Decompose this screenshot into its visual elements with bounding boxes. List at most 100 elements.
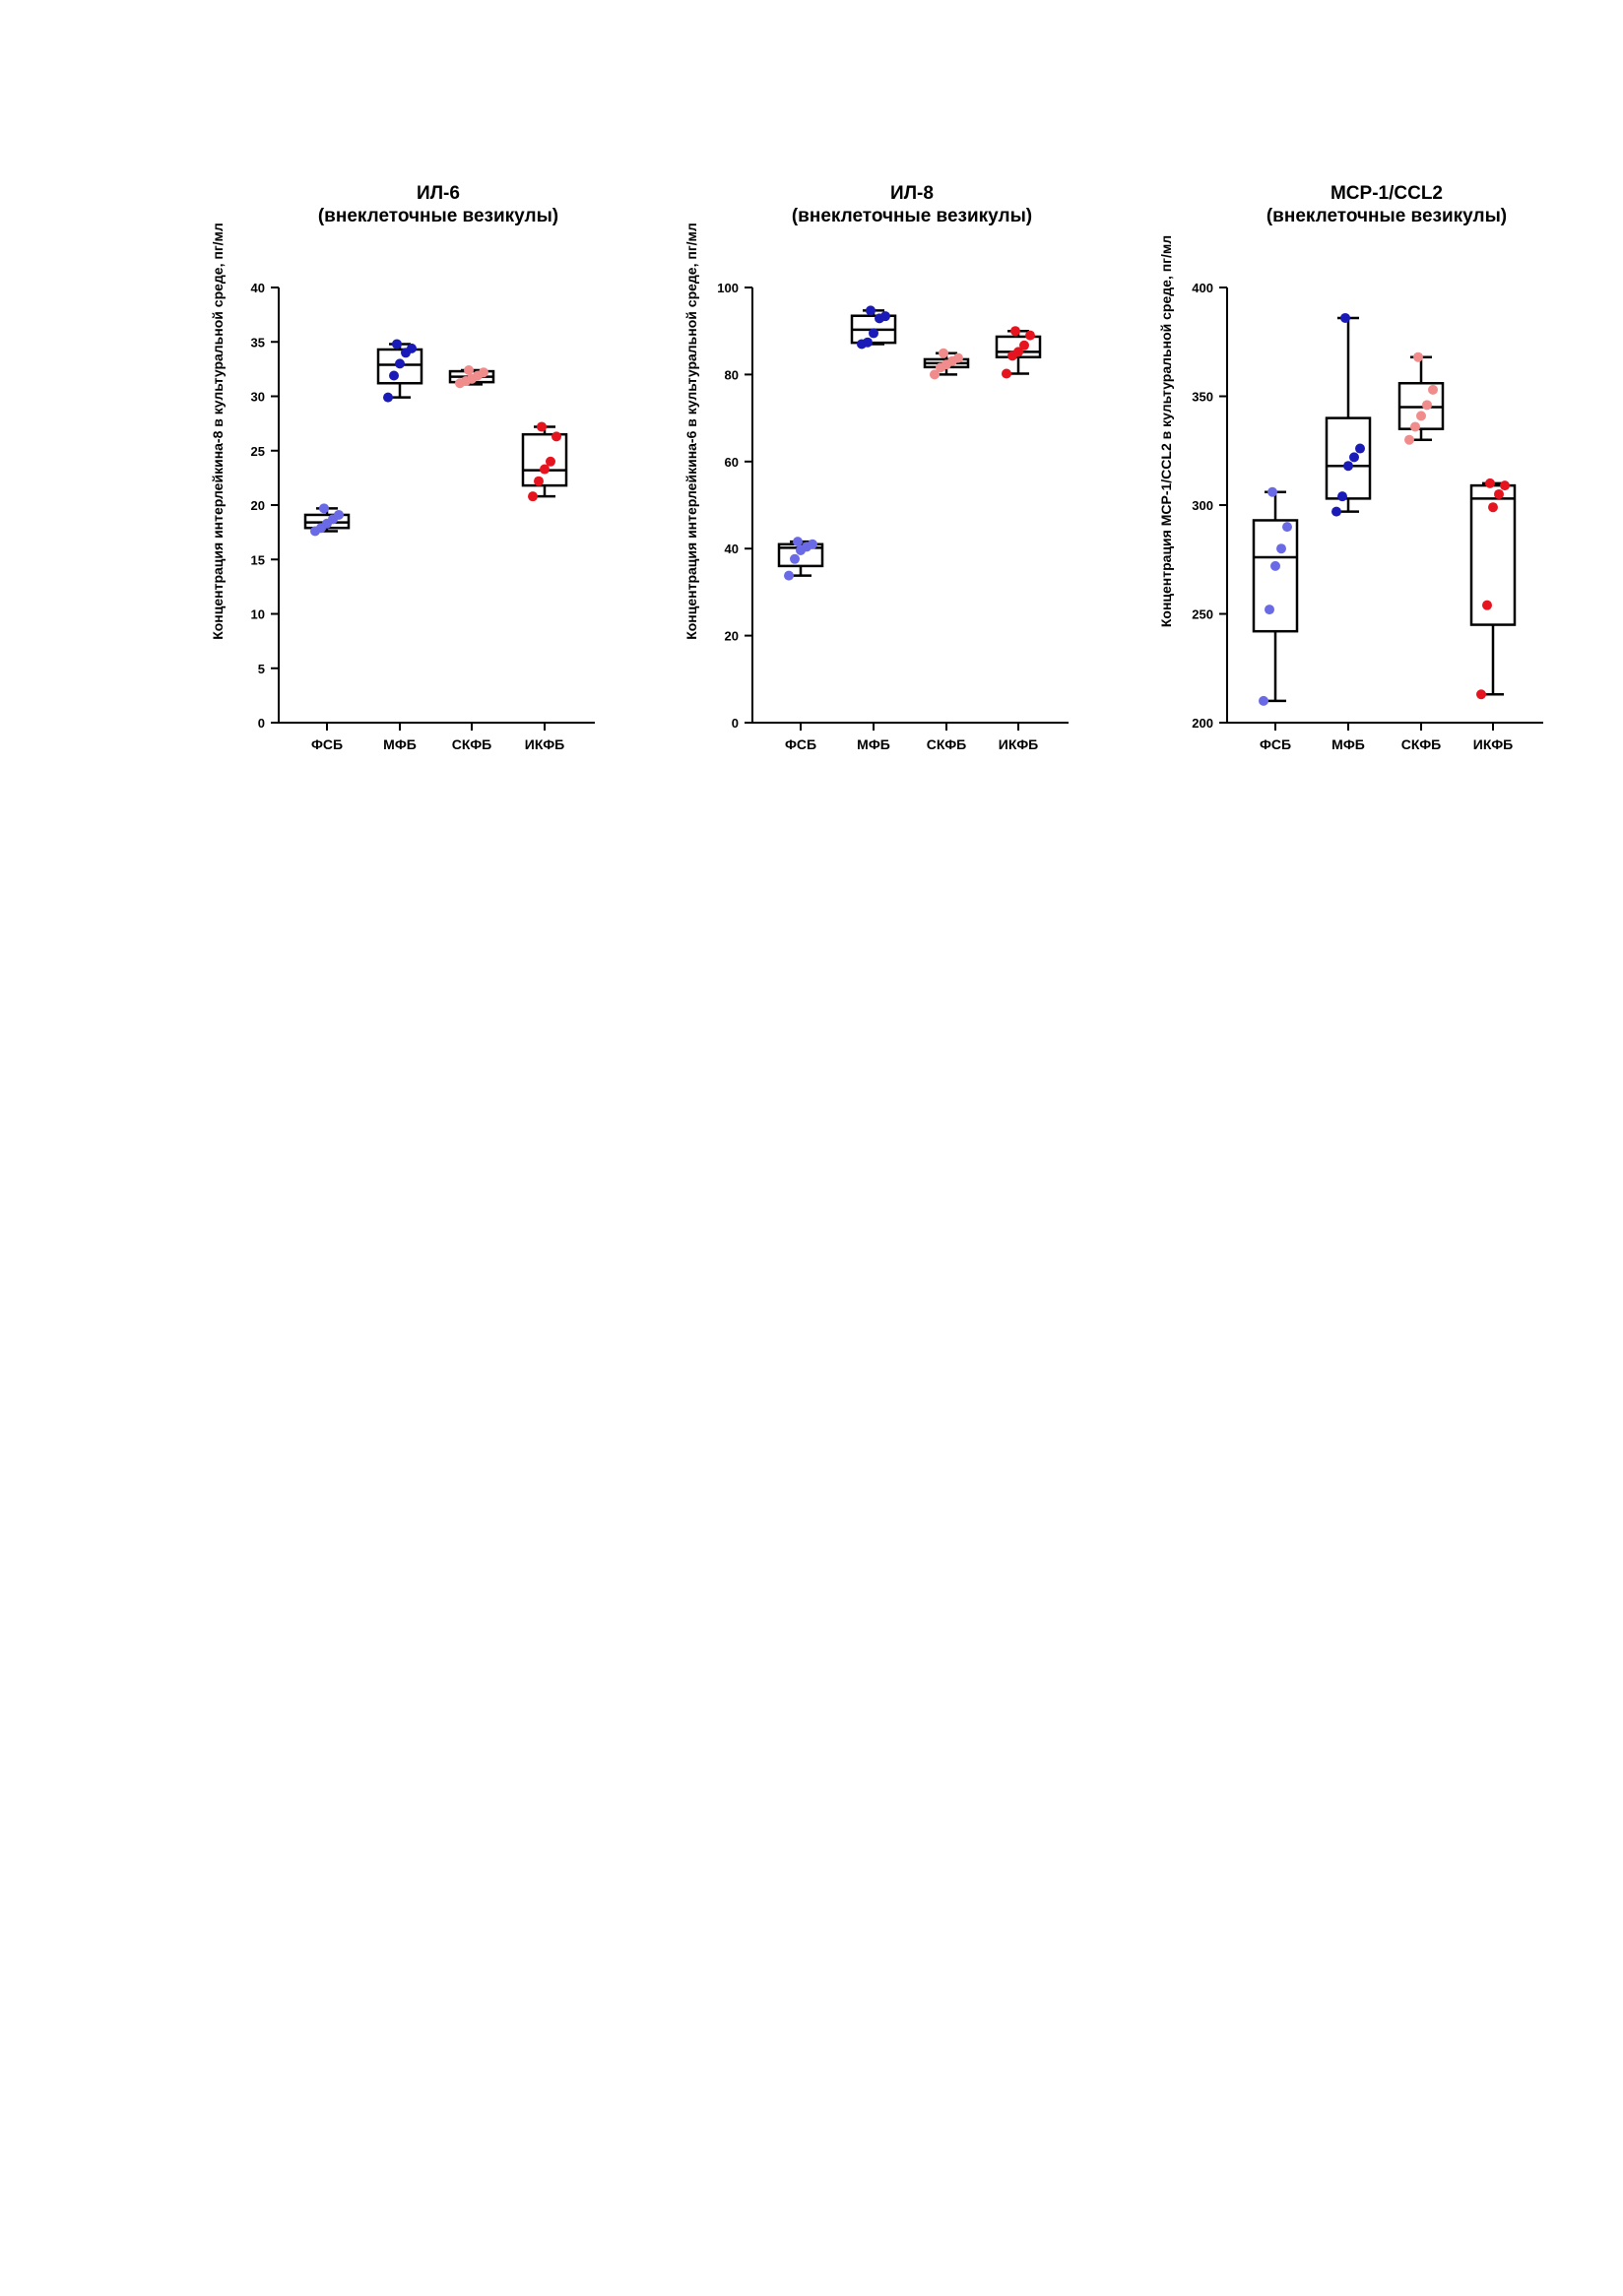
x-tick-label: СКФБ: [452, 736, 491, 752]
data-point: [1343, 461, 1353, 472]
x-tick-label: ФСБ: [311, 736, 343, 752]
data-point: [392, 339, 402, 350]
data-point: [540, 464, 550, 475]
y-tick-label: 0: [732, 716, 739, 731]
y-axis-label: Концентрация интерлейкина-6 в культураль…: [683, 223, 699, 640]
data-point: [1270, 560, 1280, 571]
box-iqr: [1252, 519, 1299, 633]
chart-subtitle: (внеклеточные везикулы): [1266, 206, 1507, 226]
y-tick-label: 20: [725, 629, 739, 644]
data-point: [939, 348, 948, 358]
chart-title: ИЛ-6: [417, 183, 460, 204]
data-point: [537, 421, 547, 432]
data-point: [383, 392, 393, 403]
data-point: [464, 364, 474, 375]
y-axis-label: Концентрация интерлейкина-8 в культураль…: [210, 223, 226, 640]
data-point: [1019, 340, 1029, 351]
x-tick-label: ИКФБ: [999, 736, 1038, 752]
x-tick-label: СКФБ: [1401, 736, 1441, 752]
y-tick-label: 0: [258, 716, 265, 731]
data-point: [1282, 522, 1292, 533]
data-point: [953, 352, 963, 363]
data-point: [1485, 478, 1495, 488]
data-point: [552, 431, 561, 442]
data-point: [1025, 330, 1035, 341]
y-tick-label: 60: [725, 455, 739, 470]
data-point: [1494, 488, 1504, 499]
y-axis-label: Концентрация MCP-1/CCL2 в культуральной …: [1158, 235, 1174, 627]
box-iqr: [521, 432, 568, 487]
x-tick-label: МФБ: [1331, 736, 1365, 752]
data-point: [808, 539, 817, 549]
y-tick-label: 15: [251, 552, 265, 567]
x-tick-label: МФБ: [857, 736, 890, 752]
y-tick-label: 80: [725, 367, 739, 382]
data-point: [869, 328, 878, 339]
data-point: [1428, 384, 1438, 395]
box-iqr: [1325, 416, 1372, 500]
y-tick-label: 35: [251, 335, 265, 350]
y-tick-label: 400: [1192, 281, 1213, 295]
y-tick-label: 25: [251, 444, 265, 459]
y-tick-label: 20: [251, 498, 265, 513]
data-point: [1340, 312, 1350, 323]
data-point: [546, 456, 555, 467]
data-point: [1410, 421, 1420, 432]
data-point: [1002, 368, 1011, 379]
y-tick-label: 250: [1192, 607, 1213, 622]
panel-mcp1: MCP-1/CCL2 (внеклеточные везикулы) Конце…: [1158, 183, 1543, 752]
x-tick-label: СКФБ: [927, 736, 966, 752]
data-point: [479, 367, 488, 378]
data-point: [1413, 351, 1423, 362]
y-tick-label: 30: [251, 390, 265, 405]
chart-subtitle: (внеклеточные везикулы): [792, 206, 1032, 226]
y-tick-label: 40: [725, 542, 739, 556]
data-point: [1422, 400, 1432, 411]
chart-title: ИЛ-8: [890, 183, 934, 204]
data-point: [930, 369, 940, 380]
data-point: [1488, 502, 1498, 513]
box-iqr: [995, 335, 1042, 358]
x-tick-label: ФСБ: [785, 736, 816, 752]
data-point: [1265, 605, 1274, 615]
y-tick-label: 5: [258, 662, 265, 676]
data-point: [534, 476, 544, 486]
data-point: [1276, 543, 1286, 554]
data-point: [880, 311, 890, 322]
data-point: [1337, 491, 1347, 502]
data-point: [1500, 480, 1510, 491]
chart-title: MCP-1/CCL2: [1331, 183, 1443, 204]
y-tick-label: 40: [251, 281, 265, 295]
y-tick-label: 350: [1192, 390, 1213, 405]
x-tick-label: ИКФБ: [1473, 736, 1513, 752]
data-point: [793, 537, 803, 547]
box-iqr: [376, 348, 423, 385]
data-point: [1010, 326, 1020, 337]
data-point: [1013, 347, 1023, 357]
y-tick-label: 100: [717, 281, 739, 295]
data-point: [1259, 695, 1268, 706]
y-tick-label: 10: [251, 607, 265, 622]
data-point: [1349, 452, 1359, 463]
data-point: [1482, 600, 1492, 610]
data-point: [1267, 486, 1277, 497]
data-point: [334, 509, 344, 520]
data-point: [1416, 411, 1426, 421]
panel-il6: ИЛ-6 (внеклеточные везикулы) Концентраци…: [210, 183, 595, 752]
data-point: [866, 305, 876, 316]
data-point: [395, 358, 405, 369]
data-point: [790, 553, 800, 564]
data-point: [863, 337, 873, 348]
chart-subtitle: (внеклеточные везикулы): [318, 206, 558, 226]
panel-il8: ИЛ-8 (внеклеточные везикулы) Концентраци…: [683, 183, 1069, 752]
data-point: [319, 503, 329, 514]
data-point: [389, 370, 399, 381]
data-point: [407, 343, 417, 353]
data-point: [1476, 689, 1486, 700]
data-point: [1355, 443, 1365, 454]
data-point: [1331, 506, 1341, 517]
x-tick-label: ИКФБ: [525, 736, 564, 752]
y-tick-label: 300: [1192, 498, 1213, 513]
y-tick-label: 200: [1192, 716, 1213, 731]
